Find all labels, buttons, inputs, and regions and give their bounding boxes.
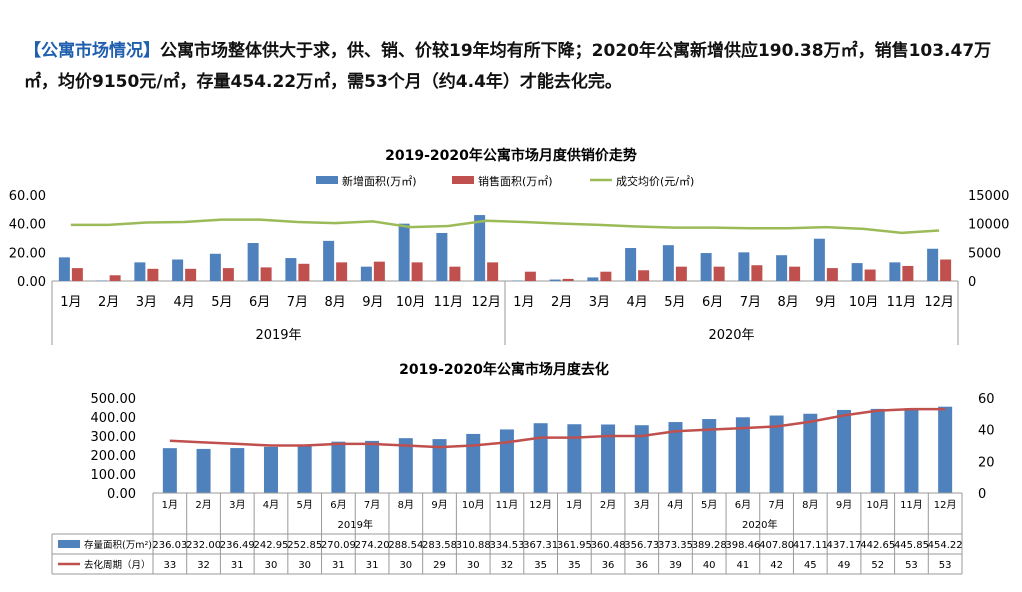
headline-tag: 【公寓市场情况】 [24,41,160,61]
chart1-bar-supply [927,248,939,281]
chart1-legend: 新增面积(万㎡) 销售面积(万㎡) 成交均价(元/㎡) [316,174,694,188]
chart1-bar-sales [600,271,612,281]
chart1-bar-supply [134,262,146,281]
chart1-xtick: 6月 [249,295,270,310]
chart1-bar-sales [109,275,121,281]
chart1-legend-supply: 新增面积(万㎡) [342,174,417,188]
chart1-bar-supply [323,240,335,281]
chart1-ytick-left: 0.00 [17,275,46,290]
chart1-bar-sales [373,261,385,281]
chart1-year-label: 2020年 [708,328,754,343]
chart1-bar-sales [826,268,838,281]
chart1-title: 2019-2020年公寓市场月度供销价走势 [385,147,637,164]
chart1-bar-sales [411,262,423,281]
chart1-xtick: 5月 [664,295,685,310]
chart1-bar-sales [222,268,234,281]
chart1-bar-supply [889,262,901,281]
chart1-bar-sales [298,263,310,281]
chart1-xtick: 12月 [924,295,954,310]
chart1-xtick: 11月 [434,295,464,310]
chart1-bar-sales [524,271,536,281]
chart1-ytick-left: 60.00 [9,189,46,204]
chart1-bar-supply [625,248,637,281]
chart1-xtick: 2月 [551,295,572,310]
chart1-bar-sales [713,266,725,281]
chart1-xtick: 2月 [98,295,119,310]
chart1-legend-swatch-sales [452,176,474,184]
chart1-bar-supply [474,215,486,281]
chart1-bar-supply [813,238,825,281]
chart1-xtick: 12月 [471,295,501,310]
chart1-xtick: 7月 [740,295,761,310]
chart1-bar-supply [851,263,863,281]
chart1-xtick: 1月 [513,295,534,310]
chart1-bar-sales [638,270,650,281]
chart1-bar-supply [172,259,184,281]
chart1-bar-supply [209,253,221,281]
chart1-bar-supply [436,232,448,281]
chart1-ytick-left: 40.00 [9,218,46,233]
chart1-xtick: 7月 [287,295,308,310]
chart1-xtick: 9月 [362,295,383,310]
chart1-xtick: 11月 [887,295,917,310]
chart1-xtick: 10月 [396,295,426,310]
chart1-bar-sales [789,266,801,281]
chart1-xtick: 5月 [211,295,232,310]
chart1-bar-sales [260,267,272,281]
chart1-bar-supply [776,255,788,281]
chart1-bar-sales [336,262,348,281]
chart1-xtick: 4月 [173,295,194,310]
chart1-xtick: 1月 [60,295,81,310]
chart1-ytick-right: 15000 [968,189,1009,204]
chart1-bar-sales [562,278,574,281]
chart1-bar-sales [940,259,952,281]
chart1-bar-sales [902,265,914,281]
chart1-xtick: 3月 [136,295,157,310]
chart1-legend-swatch-supply [316,176,338,184]
chart1-xtick: 8月 [777,295,798,310]
chart1-bar-sales [864,269,876,281]
chart1-ytick-right: 10000 [968,218,1009,233]
chart1-legend-sales: 销售面积(万㎡) [478,174,553,188]
chart1-bar-supply [700,253,712,281]
chart1-bar-supply [662,245,674,281]
chart1-xtick: 3月 [589,295,610,310]
chart1-bar-supply [549,279,561,281]
chart1-bar-supply [360,266,372,281]
chart1-bar-sales [185,268,197,281]
chart1-bar-supply [587,277,599,281]
chart1-ytick-right: 5000 [968,246,1001,261]
chart1-bar-sales [751,265,763,281]
chart1-bar-supply [247,243,259,281]
headline: 【公寓市场情况】公寓市场整体供大于求，供、销、价较19年均有所下降；2020年公… [24,36,1009,98]
chart1-xtick: 9月 [815,295,836,310]
chart1-xtick: 8月 [324,295,345,310]
chart1-bar-supply [398,223,410,281]
chart1-bar-sales [675,266,687,281]
chart1-bar-supply [58,257,70,281]
chart1-xtick: 6月 [702,295,723,310]
chart1-xtick: 4月 [626,295,647,310]
chart1-ytick-left: 20.00 [9,246,46,261]
chart1-bar-sales [71,268,83,281]
chart1-bar-sales [449,266,461,281]
chart1-bar-sales [487,262,499,281]
chart1-line-price [70,218,940,235]
chart1-bar-supply [285,258,297,281]
headline-text: 公寓市场整体供大于求，供、销、价较19年均有所下降；2020年公寓新增供应190… [24,41,992,92]
chart1-year-label: 2019年 [255,328,301,343]
chart1-bar-sales [147,268,159,281]
chart1-bar-supply [738,252,750,281]
chart1-ytick-right: 0 [968,275,976,290]
chart1-xtick: 10月 [849,295,879,310]
chart1-legend-price: 成交均价(元/㎡) [616,174,694,188]
